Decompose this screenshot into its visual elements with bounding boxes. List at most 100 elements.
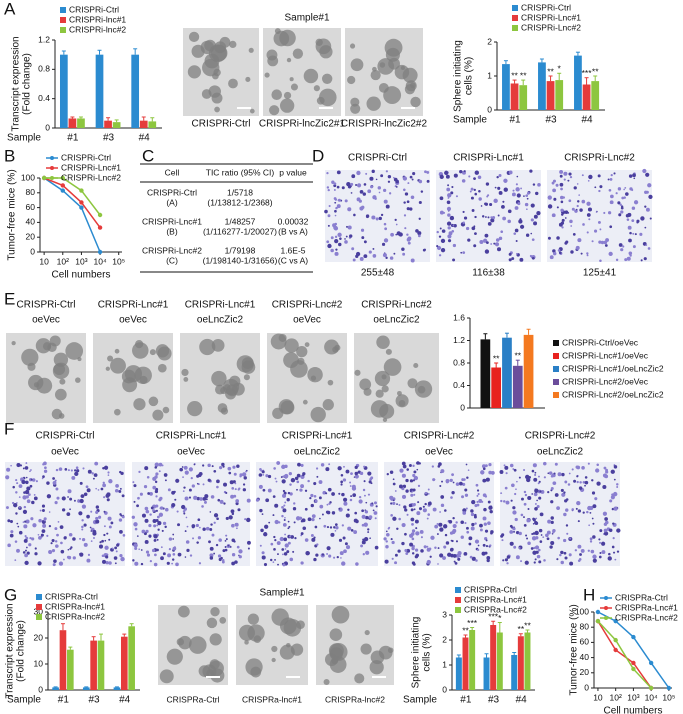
cell bbox=[411, 552, 415, 555]
cell bbox=[213, 552, 216, 555]
cell bbox=[410, 517, 415, 522]
cell bbox=[588, 218, 591, 221]
cell bbox=[219, 466, 223, 470]
cell bbox=[506, 555, 511, 559]
sphere bbox=[296, 620, 305, 630]
cell bbox=[402, 464, 407, 469]
significance: ** bbox=[524, 620, 531, 630]
cell bbox=[242, 488, 247, 492]
sphere bbox=[388, 57, 400, 70]
cell bbox=[587, 462, 590, 465]
cell bbox=[484, 249, 490, 254]
cell bbox=[41, 529, 46, 533]
cell bbox=[372, 247, 375, 250]
cell bbox=[569, 561, 574, 566]
cell bbox=[561, 218, 565, 222]
cell bbox=[559, 174, 563, 178]
cell bbox=[615, 192, 618, 195]
cell bbox=[372, 254, 377, 258]
significance: *** bbox=[488, 612, 499, 622]
cell bbox=[202, 464, 205, 467]
cell bbox=[121, 494, 125, 498]
cell bbox=[594, 497, 598, 501]
cell bbox=[533, 561, 536, 564]
cell bbox=[426, 559, 431, 565]
cell bbox=[300, 532, 304, 535]
legend-swatch bbox=[553, 379, 559, 385]
image-caption: CRISPRi-Lnc#1 bbox=[98, 300, 169, 311]
cell bbox=[141, 529, 146, 534]
cell bbox=[364, 537, 369, 542]
cell bbox=[24, 535, 27, 538]
cell bbox=[513, 232, 517, 235]
cell bbox=[234, 560, 238, 564]
cell bbox=[238, 555, 242, 559]
point bbox=[60, 188, 65, 193]
cell bbox=[184, 496, 189, 501]
cell bbox=[488, 463, 492, 467]
cell bbox=[42, 523, 47, 528]
cell bbox=[609, 200, 614, 205]
cell bbox=[415, 229, 419, 233]
image-caption: oeVec bbox=[293, 315, 321, 326]
cell bbox=[66, 512, 71, 517]
cell bbox=[485, 182, 490, 186]
cell bbox=[598, 555, 602, 559]
cell bbox=[368, 515, 373, 519]
cell bbox=[347, 508, 350, 511]
cell bbox=[374, 545, 379, 550]
sphere bbox=[376, 335, 390, 349]
cell bbox=[154, 475, 158, 479]
cell bbox=[173, 490, 176, 494]
sphere bbox=[114, 348, 120, 354]
cell bbox=[449, 478, 453, 483]
cell bbox=[453, 224, 457, 228]
cell bbox=[422, 505, 425, 508]
cell bbox=[26, 486, 31, 491]
cell bbox=[547, 491, 550, 494]
sphere bbox=[329, 628, 343, 642]
sphere bbox=[202, 58, 220, 77]
cell bbox=[227, 544, 230, 547]
cell bbox=[517, 202, 521, 206]
cell bbox=[509, 530, 514, 534]
cell bbox=[150, 506, 154, 510]
cell bbox=[420, 536, 423, 539]
cell bbox=[331, 180, 335, 184]
sphere bbox=[383, 358, 402, 376]
cell bbox=[156, 524, 159, 527]
legend-swatch bbox=[50, 166, 54, 170]
bar bbox=[519, 85, 528, 110]
cell bbox=[516, 193, 521, 198]
cell bbox=[311, 518, 315, 522]
cell bbox=[452, 523, 457, 529]
legend-swatch bbox=[60, 27, 66, 33]
cell bbox=[133, 500, 136, 503]
cell bbox=[407, 238, 411, 242]
legend-label: CRISPRa-Lnc#1 bbox=[464, 594, 527, 604]
legend-label: CRISPRi-Lnc#1/oeLncZic2 bbox=[562, 363, 664, 373]
cell bbox=[545, 533, 549, 538]
cell bbox=[404, 532, 407, 536]
cell bbox=[551, 532, 554, 535]
legend-label: CRISPRi-Ctrl bbox=[61, 152, 111, 162]
cell bbox=[480, 470, 485, 475]
line bbox=[597, 611, 670, 689]
cell bbox=[564, 556, 568, 560]
significance: ** bbox=[511, 70, 518, 80]
cell bbox=[444, 509, 447, 512]
cell bbox=[474, 232, 477, 236]
cell bbox=[623, 196, 626, 199]
cell bbox=[597, 220, 601, 224]
cell bbox=[114, 562, 117, 565]
cell bbox=[454, 561, 458, 565]
cell bbox=[347, 526, 352, 531]
legend-label: CRISPRi-Lnc#2 bbox=[521, 22, 581, 32]
panel-label: G bbox=[4, 585, 17, 604]
cell bbox=[473, 513, 477, 517]
cell bbox=[543, 476, 546, 479]
cell bbox=[375, 217, 379, 221]
point bbox=[60, 183, 65, 188]
cell bbox=[330, 532, 335, 537]
cell bbox=[629, 231, 632, 235]
